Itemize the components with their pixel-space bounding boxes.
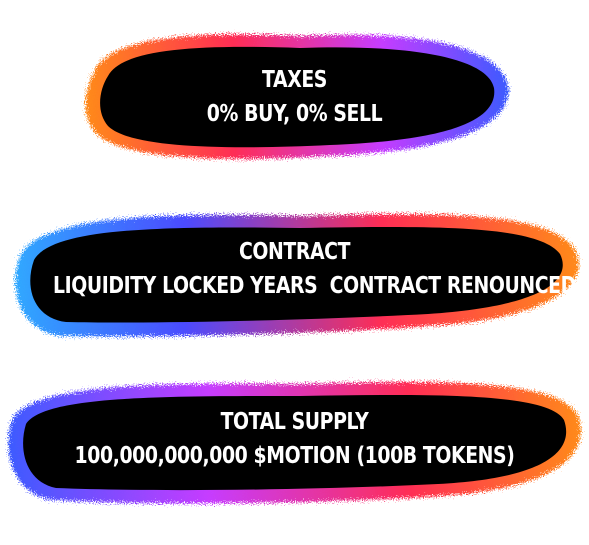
total-supply-detail: 100,000,000,000 $MOTION (100B TOKENS) [74, 443, 515, 469]
taxes-detail: 0% BUY, 0% SELL [206, 101, 383, 127]
total-supply-title: TOTAL SUPPLY [220, 409, 369, 435]
taxes-card-text: TAXES 0% BUY, 0% SELL [53, 63, 536, 131]
taxes-title: TAXES [262, 67, 327, 93]
contract-card-text: CONTRACT LIQUIDITY LOCKED YEARS CONTRACT… [53, 235, 576, 303]
contract-card [15, 213, 579, 337]
taxes-card [85, 34, 509, 159]
total-supply-card-text: TOTAL SUPPLY 100,000,000,000 $MOTION (10… [53, 405, 536, 473]
contract-detail: LIQUIDITY LOCKED YEARS CONTRACT RENOUNCE… [53, 273, 576, 299]
contract-title: CONTRACT [238, 239, 351, 265]
total-supply-card [8, 381, 581, 504]
